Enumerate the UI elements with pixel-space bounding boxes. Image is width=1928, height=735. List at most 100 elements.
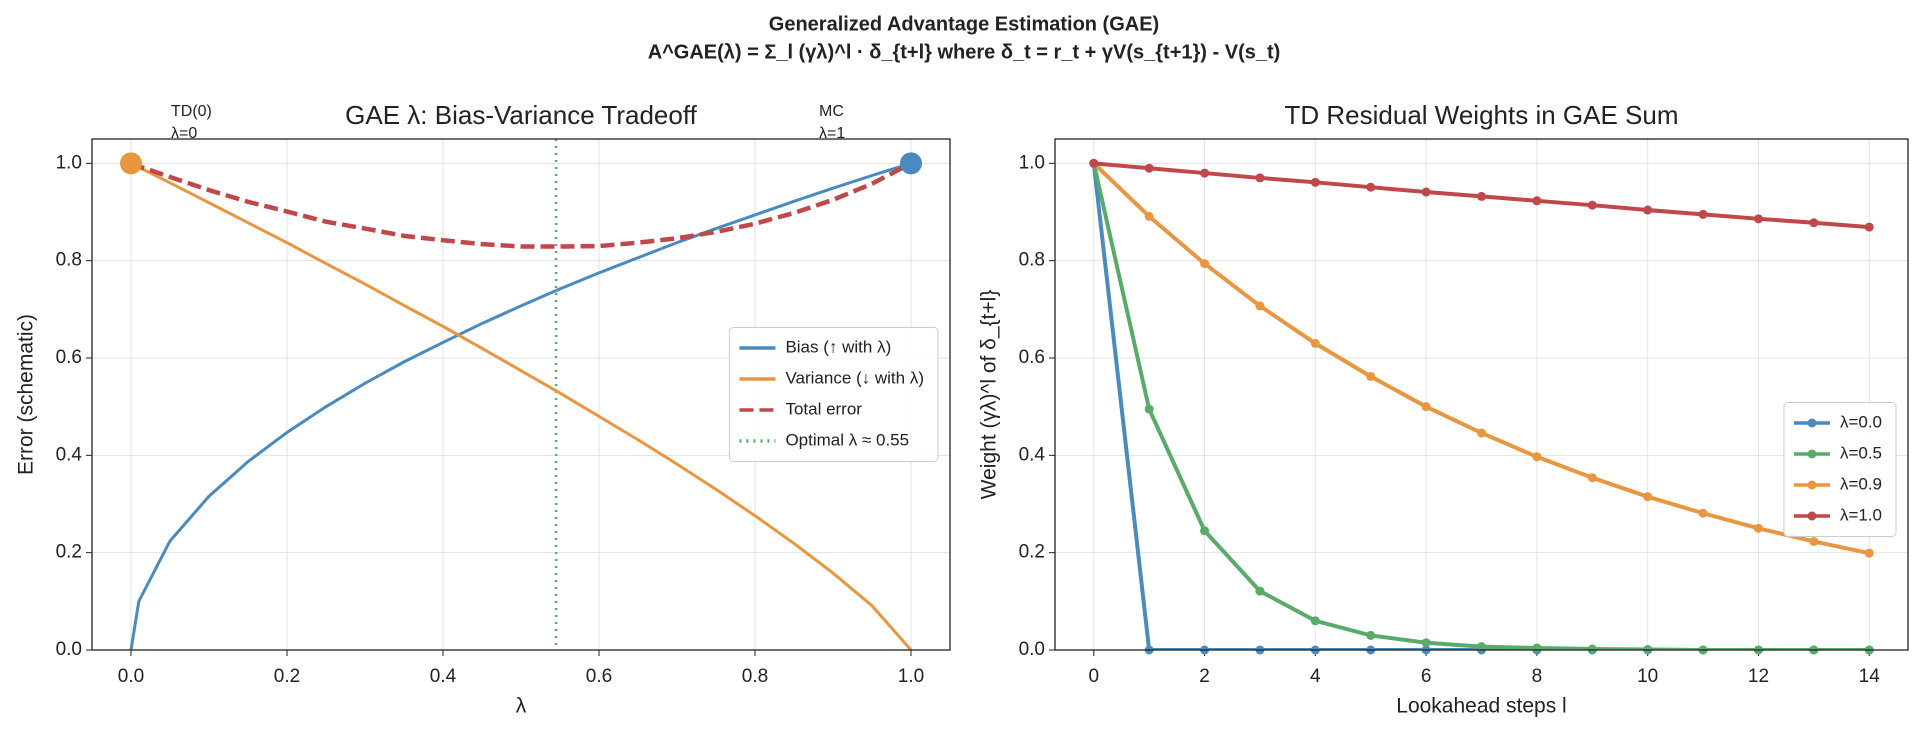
y-tick-label: 0.4 [1019, 444, 1046, 465]
data-point [1698, 508, 1708, 518]
legend-label: λ=0.9 [1840, 474, 1882, 493]
data-point [1310, 338, 1320, 348]
data-point [1532, 452, 1542, 462]
plot-frame [1054, 138, 1909, 651]
plot-frame [91, 138, 951, 651]
data-point [1809, 536, 1819, 546]
data-point [1421, 402, 1431, 412]
data-point [1310, 616, 1320, 626]
series-line [1091, 162, 1870, 650]
y-axis-label: Weight (γλ)^l of δ_{t+l} [978, 290, 1001, 500]
x-tick-label: 8 [1532, 666, 1543, 687]
data-point [1587, 473, 1597, 483]
y-tick-label: 0.0 [56, 639, 82, 660]
y-tick-label: 0.6 [1019, 347, 1045, 368]
data-point [1144, 211, 1154, 221]
data-point [1200, 259, 1210, 269]
data-point [1200, 168, 1210, 178]
x-tick-label: 2 [1199, 666, 1210, 687]
x-tick-label: 1.0 [898, 666, 924, 687]
data-point [1477, 428, 1486, 438]
x-axis-label: Lookahead steps l [1396, 695, 1566, 718]
legend-box [1783, 402, 1897, 537]
data-point [1477, 642, 1486, 652]
legend-label: λ=0.0 [1840, 412, 1882, 431]
data-point [1477, 191, 1486, 201]
x-tick-label: 12 [1748, 666, 1769, 687]
legend-label: Optimal λ ≈ 0.55 [785, 430, 909, 449]
legend: Bias (↑ with λ) Variance (↓ with λ) Total … [728, 327, 939, 462]
series-line [130, 161, 913, 650]
data-point [1809, 218, 1819, 228]
x-tick-label: 0.8 [742, 666, 768, 687]
data-point [1587, 644, 1597, 654]
legend-label: Total error [785, 399, 862, 418]
y-tick-label: 0.4 [56, 444, 83, 465]
x-tick-label: 4 [1310, 666, 1321, 687]
y-tick-label: 0.0 [1019, 639, 1045, 660]
legend-swatch-point [1807, 449, 1817, 459]
y-tick-label: 0.8 [1019, 250, 1045, 271]
data-point [1643, 205, 1653, 215]
data-point [1421, 638, 1431, 648]
axes-title: TD Residual Weights in GAE Sum [1285, 100, 1679, 130]
annotation: λ=1 [819, 125, 845, 142]
endpoint-marker [120, 152, 142, 175]
data-point [1643, 492, 1653, 502]
x-tick-label: 14 [1859, 666, 1881, 687]
figure-title: Generalized Advantage Estimation (GAE) [769, 13, 1159, 35]
axes-title: GAE λ: Bias-Variance Tradeoff [345, 100, 697, 130]
legend-label: Variance (↓ with λ) [785, 368, 924, 387]
data-point [1310, 177, 1320, 187]
x-tick-label: 0.0 [118, 666, 144, 687]
x-axis-label: λ [516, 695, 527, 718]
figure-subtitle: A^GAE(λ) = Σ_l (γλ)^l · δ_{t+l} where δ_… [648, 41, 1281, 63]
series-line [129, 161, 912, 650]
data-point [1366, 371, 1376, 381]
y-tick-label: 0.2 [1019, 542, 1045, 563]
annotation: MC [819, 103, 844, 120]
x-tick-label: 0.6 [586, 666, 612, 687]
data-point [1144, 404, 1154, 414]
data-point [1864, 548, 1874, 558]
legend-label: Bias (↑ with λ) [785, 337, 891, 356]
legend-box [728, 327, 939, 462]
data-point [1144, 163, 1154, 173]
legend-swatch-point [1807, 418, 1817, 428]
annotation: λ=0 [171, 125, 197, 142]
endpoint-marker [900, 152, 922, 175]
legend-swatch-point [1807, 480, 1817, 490]
y-tick-label: 1.0 [1019, 152, 1045, 173]
data-point [1255, 301, 1265, 311]
data-point [1753, 214, 1763, 224]
x-tick-label: 0 [1088, 666, 1099, 687]
data-point [1255, 586, 1265, 596]
legend-swatch-point [1807, 511, 1817, 521]
x-tick-label: 10 [1637, 666, 1658, 687]
data-point [1587, 200, 1597, 210]
data-point [1532, 196, 1542, 206]
data-point [1421, 187, 1431, 197]
series-line [130, 161, 913, 249]
x-tick-label: 0.2 [274, 666, 300, 687]
x-tick-label: 0.4 [430, 666, 457, 687]
data-point [1698, 209, 1708, 219]
data-point [1366, 182, 1376, 192]
y-tick-label: 0.2 [56, 542, 82, 563]
x-tick-label: 6 [1421, 666, 1432, 687]
y-tick-label: 1.0 [56, 152, 82, 173]
y-tick-label: 0.8 [56, 250, 82, 271]
annotation: TD(0) [171, 103, 212, 120]
legend-label: λ=0.5 [1840, 443, 1882, 462]
y-tick-label: 0.6 [56, 347, 82, 368]
y-axis-label: Error (schematic) [15, 314, 38, 475]
data-point [1864, 222, 1874, 232]
data-point [1753, 523, 1763, 533]
data-point [1255, 173, 1265, 183]
legend-label: λ=1.0 [1840, 505, 1882, 524]
data-point [1366, 630, 1376, 640]
data-point [1532, 643, 1542, 653]
legend: λ=0.0 λ=0.5 λ=0.9 λ=1.0 [1783, 402, 1897, 537]
data-point [1200, 526, 1210, 536]
